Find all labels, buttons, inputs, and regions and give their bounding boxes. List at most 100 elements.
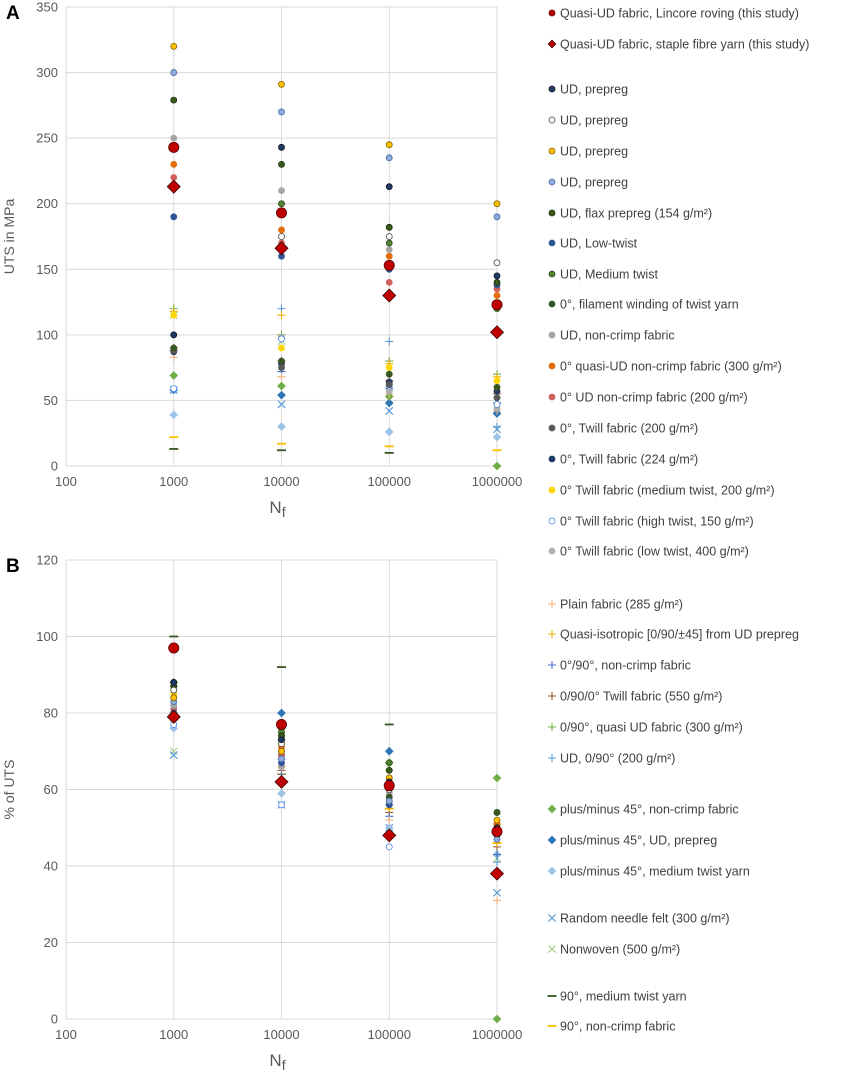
- point-s10: [170, 344, 178, 352]
- legend-marker-s21: [548, 661, 556, 669]
- x-axis-title-main: N: [269, 498, 281, 517]
- point-s12: [170, 160, 178, 168]
- point-s10: [278, 357, 285, 365]
- point-s3: [278, 143, 285, 151]
- legend: Quasi-UD fabric, Lincore roving (this st…: [547, 7, 809, 1034]
- point-s1: [275, 207, 287, 219]
- legend-marker-s6: [548, 178, 556, 186]
- point-s2: [382, 828, 397, 843]
- legend-label: UD, 0/90° (200 g/m²): [560, 752, 675, 766]
- x-tick-label: 100000: [368, 1027, 411, 1042]
- x-tick-label: 10000: [263, 474, 299, 489]
- point-s1: [275, 718, 287, 730]
- point-s11: [385, 246, 393, 254]
- y-tick-label: 0: [51, 1012, 58, 1027]
- point-s21: [493, 850, 501, 859]
- legend-item-s13: 0° UD non-crimp fabric (200 g/m²): [548, 391, 748, 405]
- point-s9: [278, 200, 285, 208]
- data-points: [166, 635, 505, 1024]
- x-tick-label: 1000: [159, 474, 188, 489]
- point-s5: [493, 816, 501, 824]
- legend-marker-s29: [547, 944, 557, 954]
- legend-item-s28: Random needle felt (300 g/m²): [547, 912, 730, 926]
- legend-marker-s4: [548, 116, 556, 124]
- point-s26: [277, 708, 286, 718]
- legend-item-s27: plus/minus 45°, medium twist yarn: [547, 865, 750, 879]
- legend-item-s4: UD, prepreg: [548, 114, 628, 128]
- point-s2: [489, 325, 505, 340]
- point-s17: [170, 385, 178, 393]
- x-tick-label: 1000000: [472, 1027, 523, 1042]
- y-tick-label: 50: [44, 393, 58, 408]
- point-s16: [170, 311, 178, 319]
- point-s17: [278, 801, 285, 809]
- point-s28: [492, 888, 502, 897]
- legend-label: Quasi-UD fabric, Lincore roving (this st…: [560, 7, 799, 21]
- legend-item-s29: Nonwoven (500 g/m²): [547, 943, 680, 957]
- point-s14: [278, 364, 285, 372]
- point-s11: [278, 187, 285, 195]
- panel-a-chart: 0 50 100 150 200 250 300 350 100 1000 10000 100000 1…: [1, 0, 522, 520]
- legend-label: 0/90/0° Twill fabric (550 g/m²): [560, 690, 722, 704]
- point-s6: [385, 154, 393, 162]
- legend-label: UD, non-crimp fabric: [560, 329, 675, 343]
- legend-label: 0°, Twill fabric (200 g/m²): [560, 422, 698, 436]
- legend-item-s26: plus/minus 45°, UD, prepreg: [547, 834, 717, 848]
- legend-item-s31: 90°, non-crimp fabric: [547, 1020, 675, 1034]
- legend-marker-s17: [548, 517, 556, 525]
- legend-marker-s26: [547, 835, 557, 845]
- point-s6: [493, 213, 501, 221]
- legend-item-s14: 0°, Twill fabric (200 g/m²): [548, 422, 698, 436]
- point-s10: [493, 383, 501, 391]
- legend-marker-s5: [548, 147, 556, 155]
- point-s7: [278, 160, 285, 168]
- point-s1: [383, 259, 395, 271]
- y-tick-label: 200: [36, 196, 58, 211]
- point-s20: [277, 311, 286, 320]
- legend-item-s24: UD, 0/90° (200 g/m²): [548, 752, 675, 766]
- point-s3: [278, 736, 285, 744]
- legend-item-s3: UD, prepreg: [548, 83, 628, 97]
- legend-label: 0°/90°, non-crimp fabric: [560, 659, 691, 673]
- point-s3: [493, 272, 501, 280]
- point-s8: [170, 213, 178, 221]
- point-s28: [277, 400, 286, 409]
- point-s5: [278, 747, 285, 755]
- x-tick-label: 100: [55, 474, 77, 489]
- x-axis-title: Nf: [269, 1051, 285, 1072]
- x-axis-title-main: N: [269, 1051, 281, 1070]
- point-s27: [169, 410, 179, 420]
- x-tick-label: 100000: [368, 474, 411, 489]
- point-s17: [493, 400, 501, 408]
- point-s16: [493, 377, 501, 385]
- point-s4: [278, 233, 285, 240]
- y-axis-title: UTS in MPa: [1, 199, 17, 275]
- point-s25: [492, 461, 502, 471]
- panel-label: B: [6, 556, 20, 577]
- legend-label: 0° quasi-UD non-crimp fabric (300 g/m²): [560, 360, 782, 374]
- point-s25: [277, 381, 286, 391]
- point-s7: [385, 766, 393, 774]
- legend-item-s10: 0°, filament winding of twist yarn: [548, 298, 739, 312]
- legend-marker-s15: [548, 455, 556, 463]
- point-s2: [489, 866, 505, 881]
- x-tick-label: 1000000: [472, 474, 523, 489]
- point-s25: [492, 773, 502, 783]
- legend-marker-s27: [547, 866, 557, 876]
- point-s29: [169, 747, 178, 756]
- legend-marker-s24: [548, 754, 556, 762]
- legend-item-s15: 0°, Twill fabric (224 g/m²): [548, 453, 698, 467]
- point-s16: [278, 344, 285, 352]
- legend-label: UD, prepreg: [560, 145, 628, 159]
- legend-item-s17: 0° Twill fabric (high twist, 150 g/m²): [548, 515, 754, 529]
- point-s19: [277, 372, 286, 381]
- point-s25: [492, 1014, 502, 1024]
- point-s24: [385, 337, 394, 346]
- legend-label: 0°, filament winding of twist yarn: [560, 298, 739, 312]
- point-s7: [170, 96, 178, 104]
- point-s6: [278, 755, 285, 763]
- x-axis-title-sub: f: [282, 504, 286, 520]
- data-points: [166, 42, 505, 471]
- point-s14: [493, 394, 501, 402]
- point-s2: [382, 288, 397, 303]
